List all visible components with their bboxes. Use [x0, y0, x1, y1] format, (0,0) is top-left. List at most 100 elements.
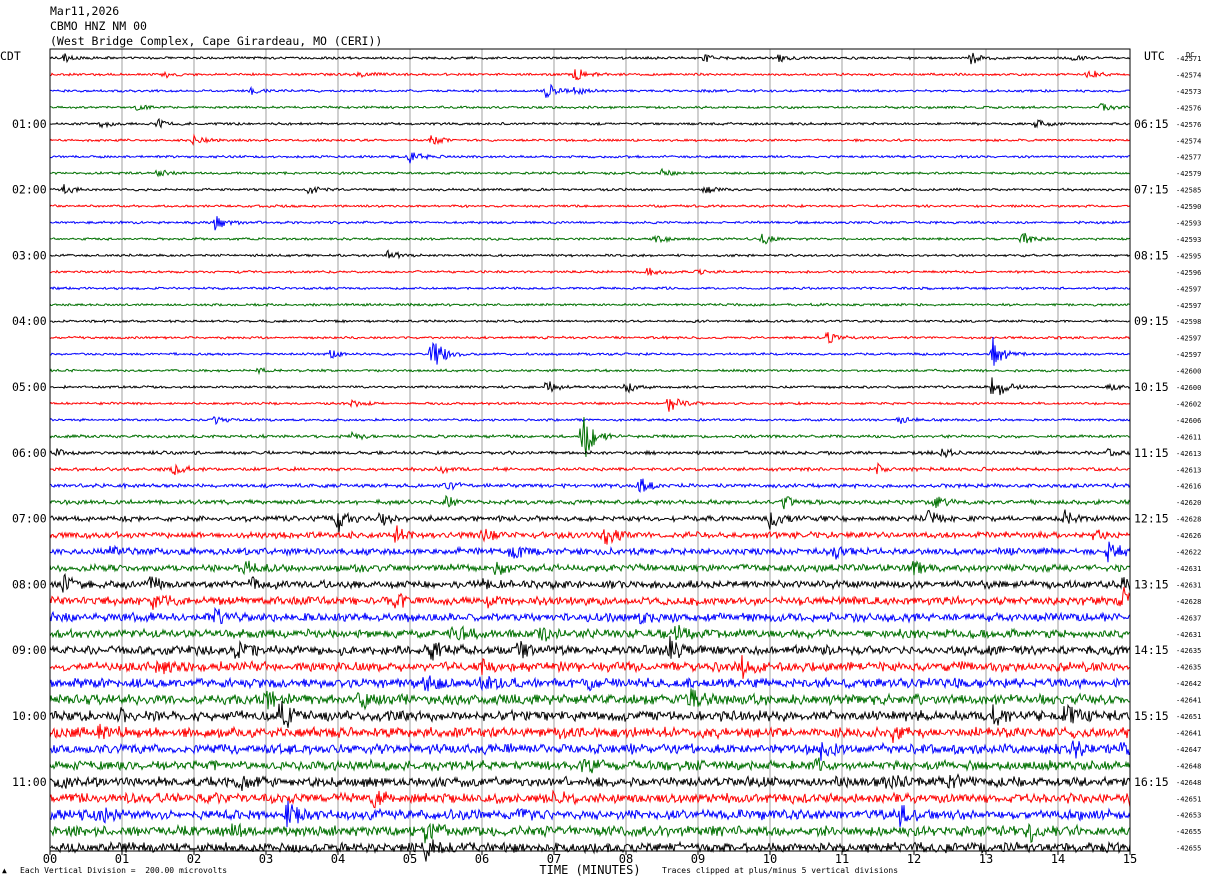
dc-offset-label: -42631: [1176, 581, 1201, 589]
dc-offset-label: -42655: [1176, 828, 1201, 836]
dc-offset-label: -42571: [1176, 55, 1201, 63]
right-time-label: 12:15: [1134, 512, 1169, 526]
dc-offset-label: -42598: [1176, 318, 1201, 326]
dc-offset-label: -42593: [1176, 220, 1201, 228]
trace-line-6: [49, 152, 1130, 164]
x-tick-label: 10: [763, 852, 777, 866]
x-tick-label: 04: [331, 852, 345, 866]
left-time-label: 11:00: [12, 775, 47, 789]
dc-offset-label: -42648: [1176, 779, 1201, 787]
trace-line-42: [49, 740, 1131, 761]
plot-frame: [49, 48, 1131, 852]
header-station: CBMO HNZ NM 00: [50, 19, 147, 33]
x-tick-label: 09: [691, 852, 705, 866]
dc-offset-label: -42635: [1176, 664, 1201, 672]
dc-offset-label: -42611: [1176, 433, 1201, 441]
trace-line-34: [49, 606, 1131, 625]
x-tick-label: 11: [835, 852, 849, 866]
x-tick-label: 02: [187, 852, 201, 866]
left-time-label: 02:00: [12, 183, 47, 197]
left-time-label: 07:00: [12, 512, 47, 526]
trace-line-35: [49, 624, 1131, 642]
trace-line-20: [49, 377, 1131, 396]
dc-offset-label: -42593: [1176, 236, 1201, 244]
left-time-label: 09:00: [12, 643, 47, 657]
dc-offset-label: -42628: [1176, 598, 1201, 606]
trace-line-10: [49, 216, 1131, 231]
dc-offset-label: -42647: [1176, 746, 1201, 754]
trace-line-24: [49, 447, 1131, 459]
trace-line-23: [49, 417, 1131, 457]
trace-line-47: [49, 822, 1131, 844]
x-tick-label: 01: [115, 852, 129, 866]
dc-offset-label: -42655: [1176, 845, 1201, 853]
dc-offset-label: -42631: [1176, 631, 1201, 639]
x-tick-label: 07: [547, 852, 561, 866]
left-time-label: 01:00: [12, 117, 47, 131]
trace-line-37: [49, 655, 1131, 679]
x-tick-label: 00: [43, 852, 57, 866]
dc-label: DC: [1186, 51, 1194, 59]
axis-labels: 00 01 02 03 04 05 06 07 08 09 10 11 12 13 14 15 -42571 -4…: [12, 55, 1201, 866]
trace-line-9: [49, 203, 1131, 209]
trace-line-0: [49, 52, 1131, 65]
trace-line-39: [49, 688, 1131, 711]
trace-line-13: [49, 267, 1131, 276]
dc-offset-label: -42576: [1176, 121, 1201, 129]
dc-offset-label: -42631: [1176, 565, 1201, 573]
dc-offset-label: -42616: [1176, 483, 1201, 491]
x-tick-label: 05: [403, 852, 417, 866]
trace-line-43: [49, 757, 1131, 774]
dc-offset-label: -42600: [1176, 384, 1201, 392]
trace-line-29: [49, 525, 1131, 545]
header-location: (West Bridge Complex, Cape Girardeau, MO…: [50, 34, 383, 48]
x-tick-label: 08: [619, 852, 633, 866]
right-time-label: 07:15: [1134, 183, 1169, 197]
dc-offset-label: -42596: [1176, 269, 1201, 277]
dc-offset-label: -42606: [1176, 417, 1201, 425]
dc-offset-label: -42597: [1176, 302, 1201, 310]
trace-line-26: [49, 478, 1131, 493]
scale-note: Each Vertical Division = 200.00 microvol…: [20, 866, 228, 875]
dc-offset-label: -42590: [1176, 203, 1201, 211]
trace-line-33: [49, 586, 1131, 610]
left-time-label: 04:00: [12, 314, 47, 328]
trace-line-28: [49, 509, 1131, 533]
right-time-label: 09:15: [1134, 314, 1169, 328]
trace-line-11: [49, 232, 1131, 245]
dc-offset-label: -42577: [1176, 154, 1201, 162]
trace-line-12: [50, 249, 1131, 260]
right-time-label: 13:15: [1134, 577, 1169, 591]
dc-offset-label: -42602: [1176, 400, 1201, 408]
trace-line-2: [49, 83, 1131, 99]
dc-offset-label: -42576: [1176, 104, 1201, 112]
dc-offset-label: -42642: [1176, 680, 1201, 688]
dc-offset-label: -42651: [1176, 713, 1201, 721]
dc-offset-label: -42628: [1176, 516, 1201, 524]
trace-line-32: [49, 572, 1131, 593]
trace-line-48: [49, 839, 1131, 862]
x-axis-title: TIME (MINUTES): [539, 863, 640, 877]
trace-line-41: [49, 723, 1131, 744]
dc-offset-label: -42613: [1176, 466, 1201, 474]
dc-offset-label: -42574: [1176, 71, 1201, 79]
trace-line-44: [49, 773, 1131, 791]
dc-offset-label: -42597: [1176, 351, 1201, 359]
dc-offset-label: -42573: [1176, 88, 1201, 96]
header-date: Mar11,2026: [50, 4, 120, 18]
trace-line-40: [49, 700, 1131, 728]
trace-line-17: [49, 331, 1131, 344]
dc-offset-label: -42641: [1176, 697, 1201, 705]
dc-offset-label: -42626: [1176, 532, 1201, 540]
x-tick-label: 03: [259, 852, 273, 866]
trace-line-25: [49, 462, 1130, 476]
trace-line-36: [49, 636, 1131, 661]
dc-offset-label: -42637: [1176, 614, 1201, 622]
dc-offset-label: -42595: [1176, 252, 1201, 260]
right-time-label: 16:15: [1134, 775, 1169, 789]
corner-mark: ▲: [2, 866, 7, 875]
clip-note: Traces clipped at plus/minus 5 vertical …: [662, 866, 899, 875]
trace-line-15: [49, 302, 1130, 308]
dc-offset-label: -42622: [1176, 549, 1201, 557]
dc-offset-label: -42600: [1176, 368, 1201, 376]
